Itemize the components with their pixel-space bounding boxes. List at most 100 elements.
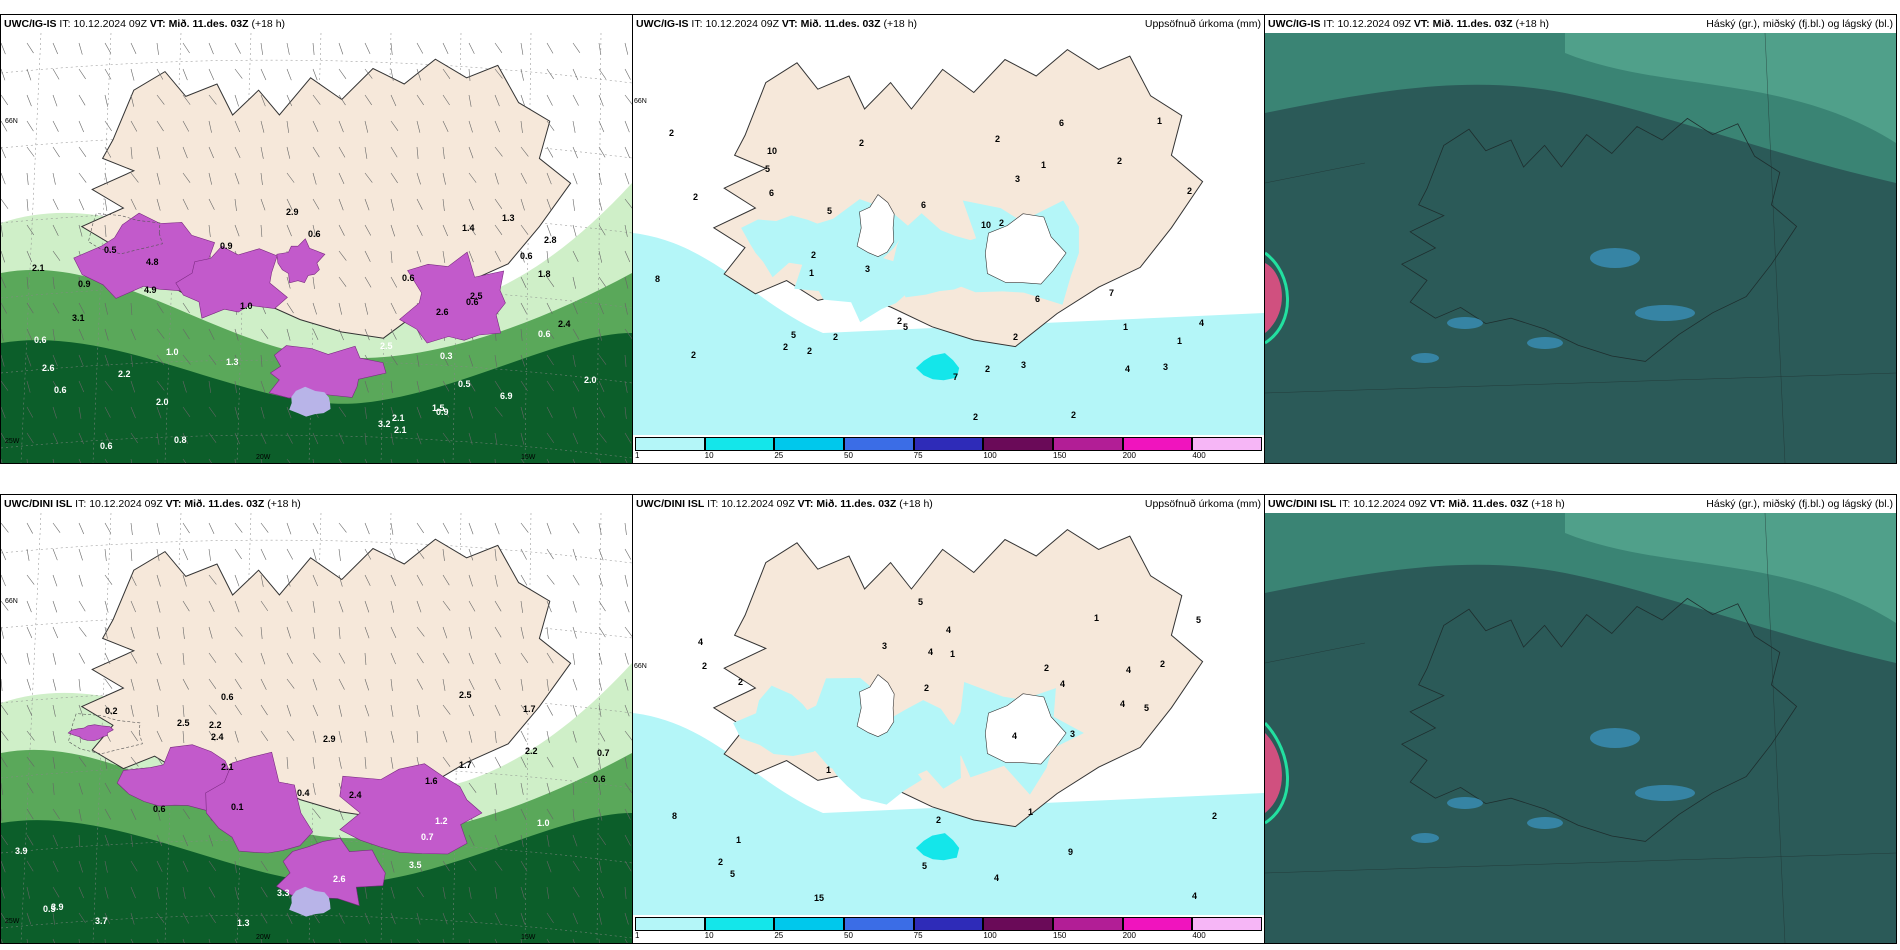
wind-value-label: 1.4 <box>462 223 475 233</box>
wind-barb <box>1 146 7 159</box>
wind-barb <box>546 94 553 106</box>
wind-barb <box>338 704 343 717</box>
wind-barb <box>598 886 604 899</box>
wind-barb <box>624 626 632 637</box>
wind-value-label: 2.9 <box>323 734 336 744</box>
wind-barb <box>78 458 82 463</box>
precip-value-label: 6 <box>769 188 774 198</box>
wind-barb <box>468 94 472 107</box>
wind-barb <box>156 198 161 211</box>
wind-barb <box>78 678 81 691</box>
wind-barb <box>624 678 629 691</box>
wind-barb <box>104 354 110 367</box>
wind-barb <box>390 886 395 899</box>
wind-barb <box>104 198 108 211</box>
wind-barb <box>104 172 108 185</box>
wind-barb <box>416 938 421 943</box>
cloud-map-panel-1: UWC/IG-IS IT: 10.12.2024 09Z VT: Mið. 11… <box>1264 14 1897 464</box>
wind-barb <box>520 678 524 691</box>
wind-barb <box>390 912 396 925</box>
wind-barb <box>104 886 109 899</box>
wind-barb <box>546 782 551 795</box>
wind-barb <box>78 354 84 367</box>
wind-barb <box>546 626 549 639</box>
panel-header: UWC/DINI ISL IT: 10.12.2024 09Z VT: Mið.… <box>4 498 301 510</box>
wind-barb <box>390 600 395 613</box>
precip-value-label: 1 <box>1094 613 1099 623</box>
wind-barb <box>624 120 630 133</box>
wind-barb <box>156 68 164 80</box>
wind-value-label: 0.6 <box>466 297 479 307</box>
wind-barb <box>26 548 30 561</box>
wind-barb <box>1 782 4 795</box>
precip-value-label: 9 <box>1068 847 1073 857</box>
wind-barb <box>624 730 632 741</box>
wind-barb <box>1 704 9 715</box>
wind-barb <box>26 600 32 613</box>
wind-barb <box>208 834 214 847</box>
wind-barb <box>572 432 579 445</box>
inland-precip-area <box>822 728 923 805</box>
wind-barb <box>572 42 581 54</box>
precip-value-label: 3 <box>865 264 870 274</box>
wind-barb <box>572 68 579 81</box>
wind-barb <box>364 276 372 288</box>
wind-barb <box>416 704 420 717</box>
graticule-line <box>524 33 532 463</box>
wind-barb <box>260 354 263 367</box>
wind-barb <box>234 406 239 419</box>
low-cloud-patch <box>1447 797 1483 809</box>
wind-barb <box>494 120 500 133</box>
wind-barb <box>182 912 190 924</box>
wind-barb <box>312 912 320 924</box>
wind-barb <box>208 860 217 872</box>
precip-value-label: 2 <box>1160 659 1165 669</box>
wind-barb <box>26 432 34 444</box>
wind-barb <box>104 380 113 391</box>
wind-value-label: 2.1 <box>32 263 45 273</box>
wind-barb <box>364 302 369 315</box>
wind-barb <box>390 432 394 445</box>
precip-value-label: 2 <box>985 364 990 374</box>
precip-value-label: 5 <box>730 869 735 879</box>
wind-barb <box>520 782 524 795</box>
wind-barb <box>598 68 607 80</box>
wind-barb <box>390 406 395 419</box>
wind-value-label: 3.7 <box>95 916 108 926</box>
wind-barb <box>468 860 477 871</box>
wind-barb <box>156 146 161 159</box>
wind-barb <box>416 522 424 534</box>
wind-barb <box>104 406 111 418</box>
wind-barb <box>26 938 28 943</box>
wind-barb <box>260 458 263 463</box>
wind-value-label: 0.6 <box>308 229 321 239</box>
wind-barb <box>52 354 58 367</box>
wind-barb <box>572 782 575 795</box>
wind-barb <box>572 302 578 315</box>
wind-barb <box>442 172 446 185</box>
wind-barb <box>416 120 421 133</box>
wind-barb <box>572 860 580 872</box>
wind-barb <box>52 886 60 898</box>
wind-barb <box>338 406 347 418</box>
wind-barb <box>416 548 425 559</box>
wind-barb <box>26 860 34 872</box>
wind-barb <box>286 938 289 943</box>
wind-barb <box>286 146 291 159</box>
wind-barb <box>52 94 58 107</box>
wind-barb <box>390 756 394 769</box>
wind-barb <box>260 704 268 716</box>
precip-value-label: 1 <box>826 765 831 775</box>
precip-title: Uppsöfnuð úrkoma (mm) <box>1144 498 1261 510</box>
wind-barb <box>364 68 373 79</box>
wind-barb <box>494 782 498 795</box>
wind-barb <box>624 548 632 560</box>
wind-barb <box>182 600 190 612</box>
wind-barb <box>104 146 112 158</box>
wind-barb <box>390 574 396 587</box>
wind-barb <box>182 730 185 743</box>
lon-label-15w: 15W <box>521 934 536 941</box>
precip-value-label: 5 <box>1144 703 1149 713</box>
wind-barb <box>182 938 185 943</box>
cloud-map <box>1265 513 1896 943</box>
